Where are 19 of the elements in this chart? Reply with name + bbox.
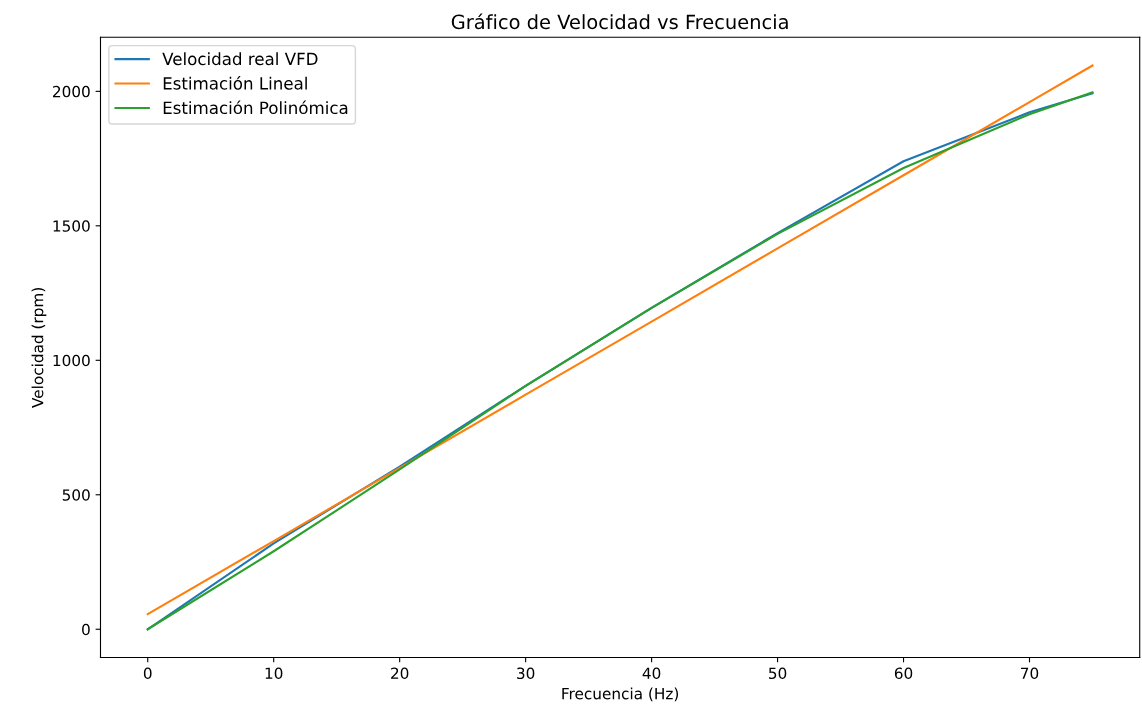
x-tick-label: 60: [894, 667, 913, 680]
chart-title: Gráfico de Velocidad vs Frecuencia: [451, 13, 788, 30]
y-tick-label: 500: [62, 489, 90, 501]
x-tick-label: 30: [517, 667, 535, 680]
legend-label: Velocidad real VFD: [162, 52, 318, 66]
x-tick-label: 10: [265, 667, 283, 680]
y-tick-label: 1000: [53, 354, 90, 367]
x-tick-label: 20: [391, 667, 409, 680]
y-axis-title: Velocidad (rpm): [31, 288, 47, 408]
y-tick-label: 1500: [53, 220, 90, 232]
x-tick-label: 50: [769, 667, 787, 680]
x-tick-label: 70: [1021, 667, 1039, 680]
x-tick-label: 40: [642, 667, 661, 680]
x-axis-title: Frecuencia (Hz): [562, 687, 679, 702]
y-tick-label: 2000: [53, 85, 90, 98]
y-tick-label: 0: [82, 623, 90, 636]
legend-label: Estimación Lineal: [163, 76, 307, 90]
legend-label: Estimación Polinómica: [163, 100, 348, 115]
x-tick-label: 0: [143, 667, 152, 680]
